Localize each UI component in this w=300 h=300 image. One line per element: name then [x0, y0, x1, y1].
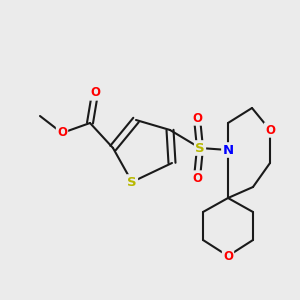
- Text: O: O: [90, 86, 100, 100]
- Text: O: O: [265, 124, 275, 136]
- Text: N: N: [222, 143, 234, 157]
- Text: O: O: [192, 172, 202, 184]
- Text: S: S: [195, 142, 205, 154]
- Text: S: S: [127, 176, 137, 188]
- Text: O: O: [223, 250, 233, 262]
- Text: O: O: [192, 112, 202, 124]
- Text: O: O: [57, 127, 67, 140]
